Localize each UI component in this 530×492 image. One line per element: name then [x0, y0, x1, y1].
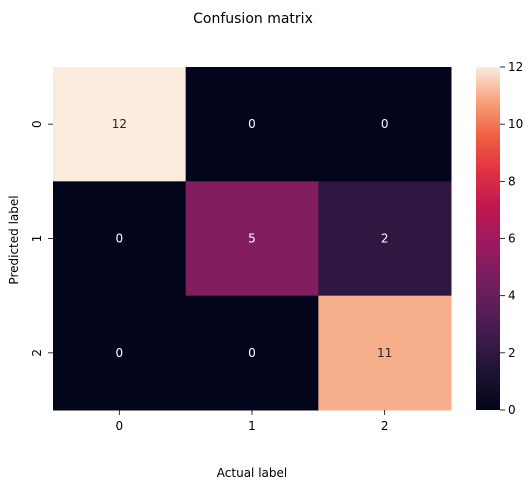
x-axis: 0 1 2: [116, 410, 389, 433]
heatmap-cell-2-1: [185, 295, 319, 411]
y-tick-label-0: 0: [30, 120, 44, 128]
heatmap-cell-labels: 12 0 0 0 5 2 0 0 11: [112, 117, 393, 360]
colorbar-tick-label-10: 10: [508, 117, 523, 131]
colorbar: [476, 67, 500, 410]
y-axis-label: Predicted label: [7, 195, 21, 284]
cell-label-1-1: 5: [248, 232, 256, 246]
colorbar-tick-label-4: 4: [508, 289, 516, 303]
colorbar-tick-label-12: 12: [508, 60, 523, 74]
cell-label-0-0: 12: [112, 117, 127, 131]
heatmap-cell-0-1: [185, 67, 319, 182]
heatmap-cell-1-0: [53, 181, 187, 297]
heatmap-cell-0-2: [318, 67, 452, 182]
x-tick-label-2: 2: [381, 419, 389, 433]
heatmap-cell-2-0: [53, 295, 187, 411]
cell-label-2-1: 0: [248, 346, 256, 360]
heatmap-cell-1-2: [318, 181, 452, 297]
x-axis-label: Actual label: [217, 466, 287, 480]
colorbar-ticks: 0 2 4 6 8 10 12: [500, 60, 523, 417]
colorbar-tick-label-2: 2: [508, 346, 516, 360]
cell-label-0-1: 0: [248, 117, 256, 131]
y-axis: 0 1 2: [30, 120, 53, 357]
y-tick-label-1: 1: [30, 235, 44, 243]
heatmap-cells: [53, 67, 452, 411]
heatmap-cell-1-1: [185, 181, 319, 297]
y-tick-label-2: 2: [30, 349, 44, 357]
colorbar-tick-label-6: 6: [508, 232, 516, 246]
cell-label-2-0: 0: [116, 346, 124, 360]
x-tick-label-1: 1: [248, 419, 256, 433]
cell-label-1-0: 0: [116, 232, 124, 246]
heatmap-cell-0-0: [53, 67, 187, 182]
colorbar-tick-label-0: 0: [508, 403, 516, 417]
cell-label-2-2: 11: [377, 346, 392, 360]
colorbar-tick-label-8: 8: [508, 174, 516, 188]
x-tick-label-0: 0: [116, 419, 124, 433]
chart-title: Confusion matrix: [193, 11, 313, 27]
heatmap-cell-2-2: [318, 295, 452, 411]
cell-label-0-2: 0: [381, 117, 389, 131]
cell-label-1-2: 2: [381, 232, 389, 246]
